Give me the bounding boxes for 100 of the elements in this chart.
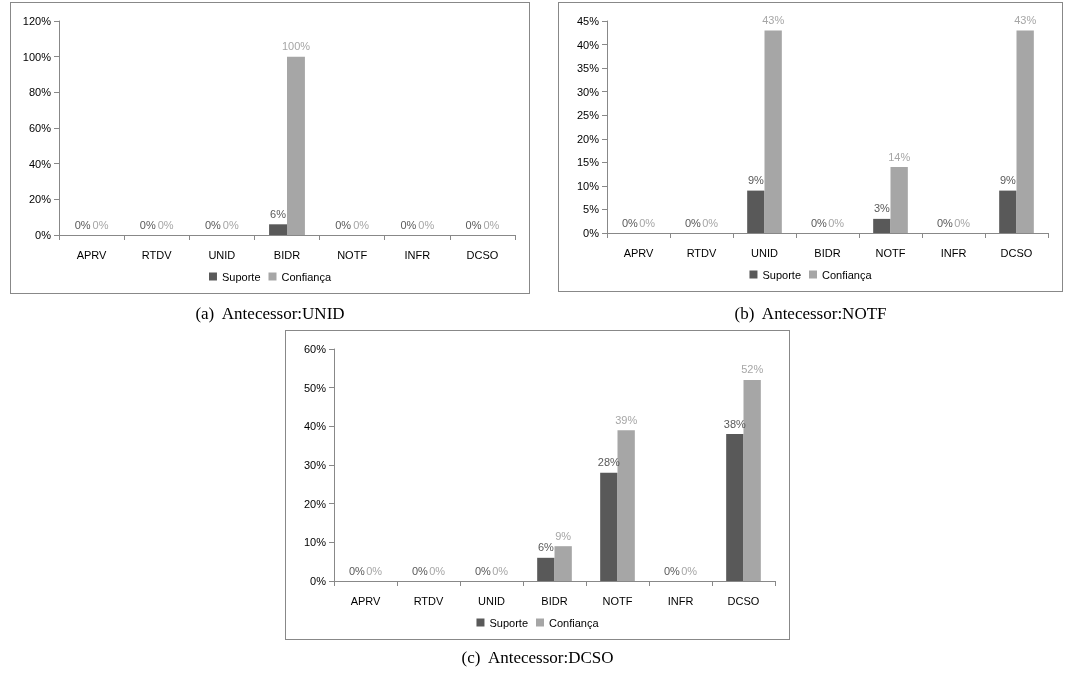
legend-label: Suporte [221, 270, 261, 283]
data-label: 0% [681, 564, 698, 577]
text: (a) Antecessor:UNID [194, 304, 346, 324]
y-tick-label: 25% [576, 109, 600, 122]
x-tick-label: BIDR [814, 246, 841, 259]
data-label: 0% [684, 216, 701, 229]
x-tick-label: NOTF [337, 248, 368, 261]
bar [600, 472, 618, 581]
text: (b) Antecessor:NOTF [733, 304, 888, 324]
y-tick-label: 15% [576, 156, 600, 169]
x-tick-label: BIDR [273, 248, 301, 261]
y-tick-label: 120% [22, 15, 52, 27]
x-tick-label: APRV [76, 248, 108, 261]
legend-label: Confiança [281, 270, 332, 283]
x-tick-label: DCSO [727, 594, 760, 607]
legend-label: Suporte [762, 268, 801, 281]
data-label: 9% [555, 529, 572, 542]
legend-label: Confiança [822, 268, 873, 281]
y-tick-label: 40% [28, 157, 52, 170]
x-tick-label: RTDV [413, 594, 445, 607]
x-tick-label: RTDV [686, 246, 718, 259]
x-tick-label: UNID [478, 594, 505, 607]
data-label: 0% [936, 216, 953, 229]
bar [726, 434, 744, 581]
x-tick-label: APRV [623, 246, 655, 259]
y-tick-label: 35% [576, 62, 600, 75]
bar [999, 190, 1017, 233]
data-label: 43% [1014, 13, 1037, 26]
y-tick-label: 10% [576, 179, 600, 192]
data-label: 0% [429, 564, 446, 577]
data-label: 0% [353, 218, 370, 231]
data-label: 0% [204, 218, 222, 231]
legend-label: Suporte [489, 616, 528, 629]
y-tick-label: 0% [583, 227, 600, 239]
data-label: 6% [270, 207, 287, 220]
text: (c) Antecessor:DCSO [460, 648, 615, 668]
data-label: 0% [92, 218, 109, 231]
data-label: 39% [615, 413, 638, 426]
x-tick-label: UNID [751, 246, 778, 259]
y-tick-label: 50% [303, 381, 327, 394]
data-label: 3% [873, 202, 890, 215]
y-tick-label: 10% [303, 536, 327, 549]
data-label: 0% [828, 216, 845, 229]
data-label: 0% [411, 564, 428, 577]
x-tick-label: INFR [404, 248, 431, 261]
data-label: 0% [366, 564, 383, 577]
bar [1016, 30, 1034, 233]
data-label: 0% [465, 218, 482, 231]
x-tick-label: DCSO [1000, 246, 1033, 259]
data-label: 0% [621, 216, 638, 229]
y-tick-label: 0% [310, 575, 327, 587]
y-tick-label: 40% [576, 38, 600, 51]
x-tick-label: NOTF [875, 246, 906, 259]
data-label: 0% [400, 218, 417, 231]
data-label: 0% [348, 564, 365, 577]
data-label: 0% [474, 564, 491, 577]
x-tick-label: APRV [350, 594, 382, 607]
x-tick-label: DCSO [466, 248, 499, 261]
y-tick-label: 40% [303, 420, 327, 433]
data-label: 0% [483, 218, 500, 231]
data-label: 0% [663, 564, 680, 577]
bar [747, 190, 765, 233]
data-label: 0% [702, 216, 719, 229]
x-tick-label: RTDV [141, 248, 173, 261]
y-tick-label: 20% [303, 497, 327, 510]
y-tick-label: 20% [28, 193, 52, 206]
legend-label: Confiança [549, 616, 600, 629]
data-label: 0% [74, 218, 91, 231]
data-label: 0% [335, 218, 352, 231]
data-label: 0% [222, 218, 239, 231]
data-label: 0% [492, 564, 509, 577]
data-label: 52% [741, 363, 764, 376]
y-tick-label: 45% [576, 15, 600, 27]
x-tick-label: BIDR [541, 594, 568, 607]
x-tick-label: NOTF [602, 594, 633, 607]
y-tick-label: 60% [28, 122, 52, 134]
y-tick-label: 20% [576, 132, 600, 145]
y-tick-label: 5% [583, 203, 600, 216]
data-label: 28% [597, 456, 621, 469]
data-label: 6% [537, 541, 554, 554]
data-label: 0% [157, 218, 174, 231]
data-label: 0% [954, 216, 971, 229]
bar [537, 557, 555, 581]
data-label: 38% [723, 417, 747, 430]
bar [764, 30, 782, 233]
y-tick-label: 60% [303, 343, 327, 355]
data-label: 43% [762, 13, 785, 26]
y-tick-label: 30% [303, 459, 327, 471]
data-label: 100% [281, 40, 311, 53]
y-tick-label: 0% [35, 229, 52, 241]
y-tick-label: 30% [576, 85, 600, 98]
bar [890, 167, 908, 233]
bar [554, 546, 572, 581]
data-label: 9% [747, 174, 764, 187]
x-tick-label: INFR [940, 246, 967, 259]
data-label: 14% [888, 150, 911, 163]
data-label: 0% [810, 216, 827, 229]
bar [873, 218, 891, 233]
data-label: 0% [639, 216, 656, 229]
y-tick-label: 80% [28, 86, 52, 99]
